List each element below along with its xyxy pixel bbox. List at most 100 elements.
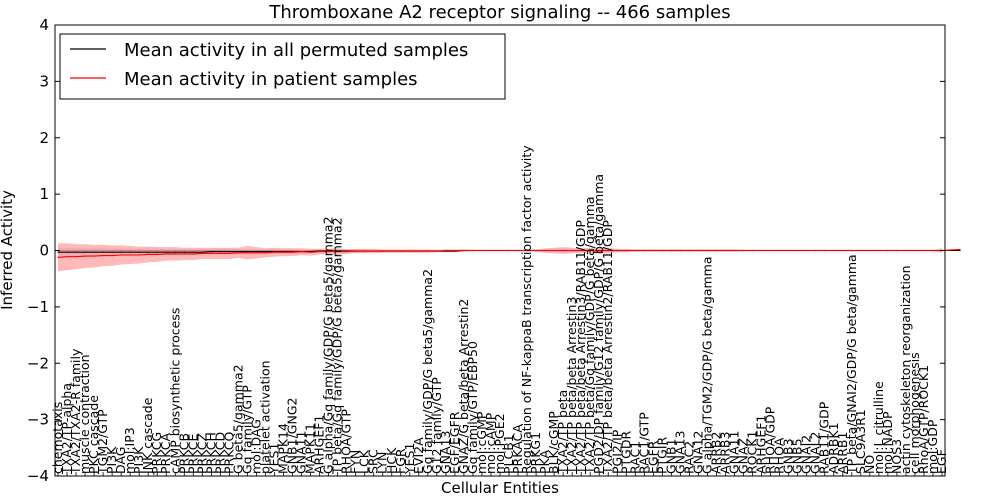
entity-label: PRKCG — [149, 432, 164, 474]
entity-label: GNB5 — [790, 438, 805, 474]
series-point-permuted — [120, 251, 122, 253]
series-point-patient — [138, 254, 140, 256]
series-point-patient — [634, 249, 636, 252]
series-point-patient — [436, 250, 438, 252]
series-point-permuted — [57, 251, 59, 253]
entity-label: PI3K — [131, 446, 146, 474]
chart-title: Thromboxane A2 receptor signaling -- 466… — [268, 2, 730, 23]
entity-label: EGFR — [645, 440, 660, 474]
series-point-patient — [228, 252, 230, 254]
entity-label: TXA2/TP beta/beta Arrestin3 — [564, 297, 579, 475]
series-point-patient — [427, 250, 429, 252]
entity-label: PRKCH — [203, 432, 218, 474]
series-point-patient — [815, 249, 817, 252]
series-point-patient — [409, 250, 411, 252]
entity-label: GNA11 — [294, 431, 309, 475]
series-point-patient — [237, 252, 239, 254]
entity-label: GNAI2 — [799, 435, 814, 474]
series-point-permuted — [165, 251, 167, 253]
series-point-patient — [328, 251, 330, 253]
entity-label: GNA13 — [672, 431, 687, 475]
legend-box — [59, 33, 506, 100]
entity-label: PRKCB — [176, 433, 191, 474]
series-point-patient — [643, 249, 645, 252]
series-point-patient — [192, 253, 194, 255]
series-point-patient — [589, 249, 591, 252]
series-point-patient — [210, 252, 212, 254]
series-lines — [57, 248, 961, 258]
series-point-patient — [625, 249, 627, 252]
y-tick-label: 3 — [39, 72, 49, 90]
series-point-patient — [273, 251, 276, 253]
series-point-patient — [174, 253, 176, 255]
entity-label: TXA2/TP beta/beta Arrestin2/RAB11/GDP — [600, 220, 615, 475]
entity-label: TXA2/TP beta — [555, 390, 570, 475]
entity-label: actin cytoskeleton reorganization — [898, 265, 913, 474]
entity-label: FGR — [393, 448, 408, 474]
entity-label: TP beta/Gq family/GDP/G beta5/gamma2 — [330, 217, 345, 475]
series-point-patient — [282, 251, 285, 253]
series-point-patient — [652, 249, 654, 252]
entity-label: ARHGEF1 — [312, 415, 327, 474]
legend-label-permuted: Mean activity in all permuted samples — [124, 40, 468, 61]
series-point-permuted — [219, 251, 221, 253]
series-point-permuted — [174, 251, 176, 253]
series-point-patient — [111, 255, 113, 257]
entity-label: PKA — [537, 449, 552, 474]
series-point-patient — [102, 255, 104, 257]
series-point-patient — [697, 249, 700, 252]
entity-label: mol:PGE2 — [492, 413, 507, 474]
series-point-permuted — [228, 251, 230, 253]
entity-label: GNA11 — [727, 431, 742, 475]
series-point-permuted — [93, 251, 95, 253]
series-point-patient — [75, 256, 77, 258]
entity-label: SRC — [366, 449, 381, 474]
y-tick-label: −4 — [27, 467, 49, 485]
entity-label: TXA2/TP-alpha — [59, 383, 74, 475]
entity-label: mol:DAG — [248, 419, 263, 474]
y-tick-label: 0 — [39, 242, 49, 260]
series-point-patient — [932, 249, 934, 252]
series-point-patient — [887, 249, 889, 252]
series-point-patient — [310, 251, 312, 253]
entity-label: NOS3 — [889, 439, 904, 474]
entity-label: TXA2/TP beta/Gq family/GDP/G beta/gamma — [582, 196, 597, 475]
series-point-permuted — [138, 251, 140, 253]
entity-label: ARRB1 — [835, 432, 850, 474]
entity-label: Regulation of NF-kappaB transcription fa… — [519, 145, 534, 474]
series-point-permuted — [183, 251, 185, 253]
series-point-permuted — [210, 251, 212, 253]
series-point-patient — [616, 249, 618, 252]
series-point-patient — [761, 249, 763, 252]
series-point-patient — [84, 255, 86, 257]
series-point-permuted — [111, 251, 113, 253]
series-point-patient — [454, 249, 456, 252]
y-tick-label: 2 — [39, 129, 49, 147]
series-point-patient — [535, 249, 537, 252]
series-point-patient — [779, 249, 781, 252]
entity-label: DAG — [113, 447, 128, 474]
entity-label: G alpha/Gq family/GDP/G beta5/gamma2 — [321, 216, 336, 474]
entity-label: G12 family/GTP — [429, 377, 444, 474]
entity-label: ARRB2 — [709, 432, 724, 474]
series-point-patient — [463, 249, 465, 252]
entity-label: GNB1/GNG2 — [285, 398, 300, 474]
entity-label: RAC2 — [681, 441, 696, 474]
entity-label: Gq family/GDP/G beta5/gamma2 — [420, 269, 435, 474]
series-point-patient — [472, 249, 474, 252]
entity-label: platelet activation — [258, 360, 273, 474]
series-point-patient — [905, 249, 907, 252]
series-point-patient — [598, 249, 600, 252]
y-axis-label: Inferred Activity — [0, 190, 16, 310]
series-point-patient — [373, 250, 375, 252]
series-point-patient — [66, 256, 68, 258]
series-point-patient — [201, 252, 203, 254]
series-point-permuted — [84, 251, 86, 253]
series-point-patient — [508, 249, 510, 252]
entity-label: PGD2/DP family/G12 family/GDP/G beta/gam… — [591, 174, 606, 474]
series-point-patient — [291, 251, 294, 253]
series-point-permuted — [156, 251, 158, 253]
entity-label: RAC1 — [627, 441, 642, 474]
series-point-permuted — [237, 251, 239, 253]
entity-label: RHOA/GTP — [339, 409, 354, 474]
